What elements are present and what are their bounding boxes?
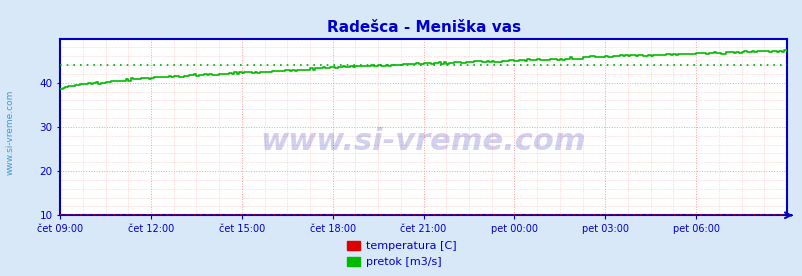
Text: www.si-vreme.com: www.si-vreme.com (5, 90, 14, 175)
Title: Radešca - Meniška vas: Radešca - Meniška vas (326, 20, 520, 35)
Legend: temperatura [C], pretok [m3/s]: temperatura [C], pretok [m3/s] (343, 237, 459, 270)
Text: www.si-vreme.com: www.si-vreme.com (261, 127, 585, 156)
